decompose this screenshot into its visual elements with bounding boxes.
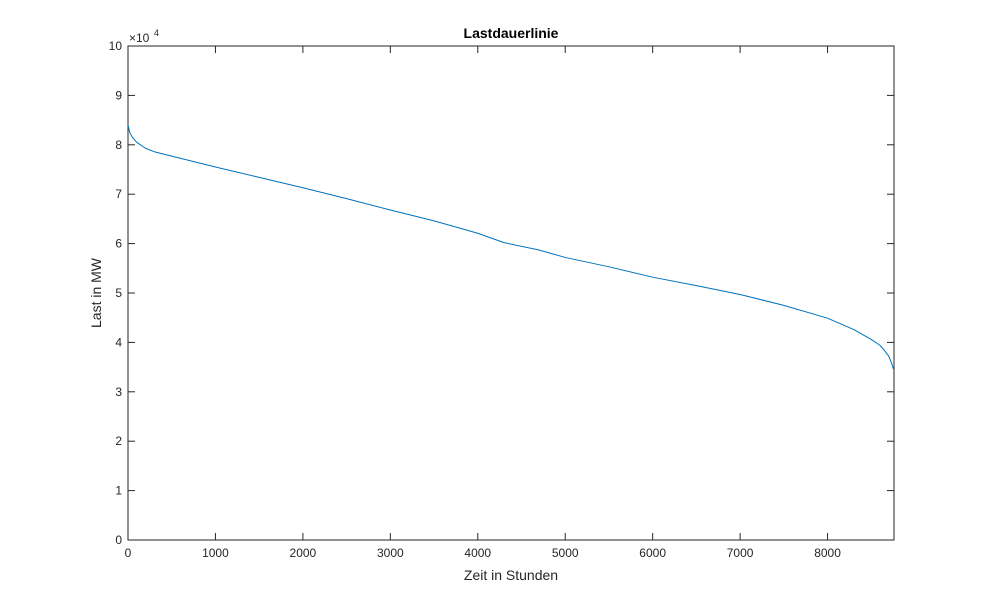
y-tick-label: 10 <box>109 39 123 53</box>
y-multiplier-exponent: 4 <box>154 28 159 38</box>
x-tick-label: 7000 <box>727 546 754 560</box>
y-tick-label: 4 <box>115 335 122 349</box>
series-line-0 <box>127 124 895 371</box>
plot-frame <box>127 45 895 541</box>
plot-area <box>127 45 895 541</box>
x-tick-label: 1000 <box>202 546 229 560</box>
y-axis-label: Last in MW <box>88 257 104 328</box>
y-tick-label: 9 <box>115 88 122 102</box>
y-tick-label: 7 <box>115 187 122 201</box>
chart-title: Lastdauerlinie <box>464 25 559 41</box>
y-tick-label: 5 <box>115 286 122 300</box>
y-tick-label: 2 <box>115 434 122 448</box>
x-tick-label: 5000 <box>552 546 579 560</box>
y-multiplier: ×10 4 <box>129 28 159 45</box>
y-tick-label: 8 <box>115 138 122 152</box>
x-tick-label: 8000 <box>814 546 841 560</box>
y-tick-label: 6 <box>115 237 122 251</box>
series-layer <box>127 124 895 371</box>
x-tick-label: 6000 <box>639 546 666 560</box>
x-tick-label: 2000 <box>290 546 317 560</box>
y-tick-label: 1 <box>115 484 122 498</box>
x-axis-label: Zeit in Stunden <box>464 567 558 583</box>
y-tick-label: 0 <box>115 533 122 547</box>
y-tick-label: 3 <box>115 385 122 399</box>
y-axis: 0 1 2 3 4 5 6 7 8 9 10 <box>109 39 894 547</box>
y-multiplier-base: ×10 <box>129 31 150 45</box>
x-axis: 0 1000 2000 3000 4000 5000 6000 7000 8000 <box>125 46 841 560</box>
x-tick-label: 0 <box>125 546 132 560</box>
x-tick-label: 3000 <box>377 546 404 560</box>
x-tick-label: 4000 <box>464 546 491 560</box>
